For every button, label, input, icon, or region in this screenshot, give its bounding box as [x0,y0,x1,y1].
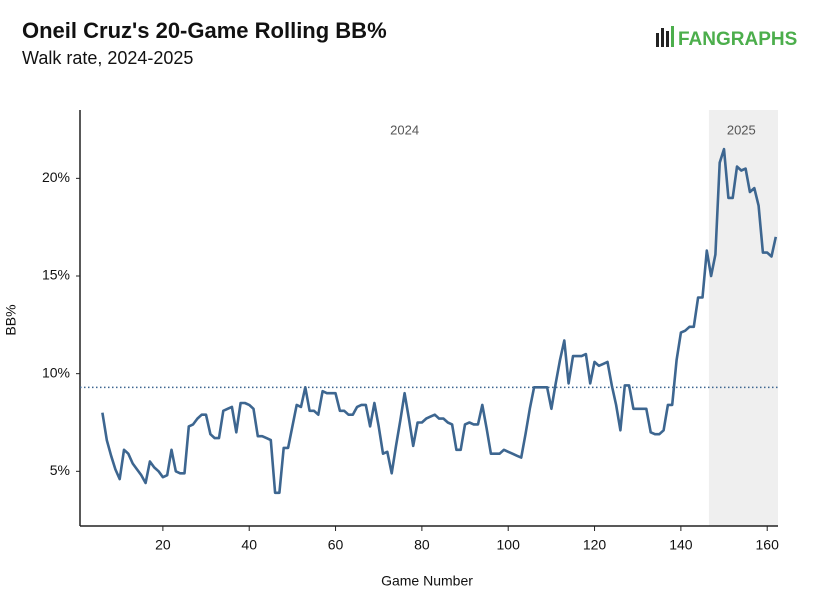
logo: FANGRAPHS [656,26,797,50]
x-tick-label: 120 [583,537,607,553]
y-tick-label: 5% [50,462,70,478]
y-tick-label: 20% [42,169,70,185]
chart-subtitle: Walk rate, 2024-2025 [22,48,193,68]
x-tick-label: 140 [669,537,693,553]
x-tick-label: 20 [155,537,171,553]
x-tick-label: 100 [497,537,521,553]
data-line [101,147,778,495]
y-tick-label: 15% [42,267,70,283]
logo-text: FANGRAPHS [678,29,797,50]
annotation: 2024 [390,122,419,137]
y-axis-title: BB% [3,304,19,335]
x-tick-label: 40 [241,537,257,553]
x-tick-label: 160 [756,537,780,553]
annotation: 2025 [727,122,756,137]
chart-title: Oneil Cruz's 20-Game Rolling BB% [22,18,387,43]
x-tick-label: 80 [414,537,430,553]
x-tick-label: 60 [328,537,344,553]
x-axis-title: Game Number [381,573,473,589]
y-tick-label: 10% [42,364,70,380]
shaded-region [708,110,778,526]
